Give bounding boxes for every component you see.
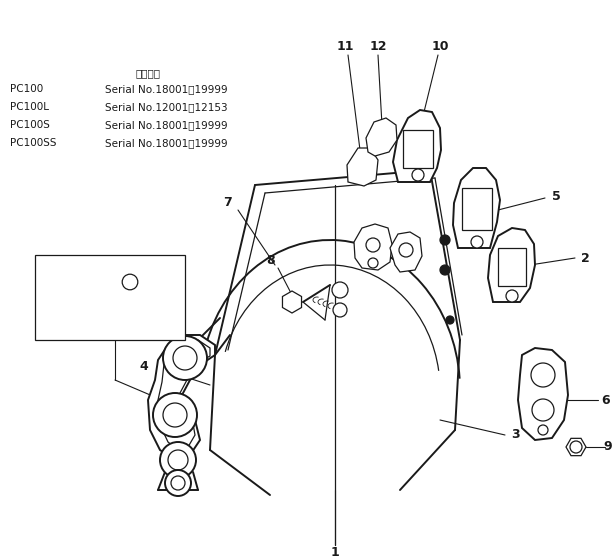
Bar: [403, 130, 433, 168]
Text: 12: 12: [369, 40, 387, 52]
Circle shape: [153, 393, 197, 437]
Text: 適用号機: 適用号機: [135, 68, 160, 78]
Circle shape: [570, 441, 582, 453]
Circle shape: [168, 450, 188, 470]
Polygon shape: [366, 118, 397, 156]
Circle shape: [165, 470, 191, 496]
Text: Serial No.18001～19999: Serial No.18001～19999: [105, 138, 228, 148]
Text: PC100: PC100: [10, 84, 43, 94]
Circle shape: [531, 363, 555, 387]
Polygon shape: [354, 224, 392, 270]
Text: PC100L: PC100L: [10, 102, 49, 112]
Circle shape: [532, 399, 554, 421]
Polygon shape: [119, 269, 141, 295]
Circle shape: [538, 425, 548, 435]
Polygon shape: [393, 110, 441, 182]
Text: Serial No.12001～12153: Serial No.12001～12153: [105, 102, 228, 112]
Text: 1: 1: [330, 546, 340, 558]
Circle shape: [171, 476, 185, 490]
Text: 9: 9: [603, 440, 612, 454]
Text: PC100SS: PC100SS: [10, 138, 56, 148]
Polygon shape: [566, 439, 586, 456]
Circle shape: [173, 346, 197, 370]
Bar: [498, 248, 526, 286]
Text: PC100S: PC100S: [10, 120, 50, 130]
Circle shape: [366, 238, 380, 252]
Circle shape: [160, 442, 196, 478]
Polygon shape: [390, 232, 422, 272]
Circle shape: [122, 274, 138, 290]
Text: 6: 6: [602, 393, 610, 406]
Polygon shape: [148, 335, 215, 460]
Text: 2: 2: [581, 252, 589, 264]
Circle shape: [163, 336, 207, 380]
Polygon shape: [283, 291, 302, 313]
Circle shape: [506, 290, 518, 302]
Bar: [35, 255, 185, 340]
Text: 10: 10: [431, 40, 449, 52]
Polygon shape: [488, 228, 535, 302]
Text: 4: 4: [140, 359, 148, 373]
Circle shape: [440, 235, 450, 245]
Circle shape: [446, 316, 454, 324]
Circle shape: [332, 282, 348, 298]
Circle shape: [440, 265, 450, 275]
Polygon shape: [158, 340, 210, 450]
Text: 11: 11: [336, 40, 354, 52]
Text: Serial No.18001～19999: Serial No.18001～19999: [105, 120, 228, 130]
Circle shape: [399, 243, 413, 257]
Bar: [462, 188, 492, 230]
Circle shape: [333, 303, 347, 317]
Circle shape: [368, 258, 378, 268]
Polygon shape: [453, 168, 500, 248]
Circle shape: [163, 403, 187, 427]
Text: 5: 5: [551, 190, 561, 203]
Polygon shape: [518, 348, 568, 440]
Text: 3: 3: [510, 429, 520, 441]
Text: 13: 13: [43, 294, 60, 306]
Polygon shape: [347, 148, 378, 186]
Text: 8: 8: [266, 253, 275, 267]
Circle shape: [412, 169, 424, 181]
Text: Serial No.18001～19999: Serial No.18001～19999: [105, 84, 228, 94]
Circle shape: [471, 236, 483, 248]
Text: 7: 7: [223, 195, 232, 209]
